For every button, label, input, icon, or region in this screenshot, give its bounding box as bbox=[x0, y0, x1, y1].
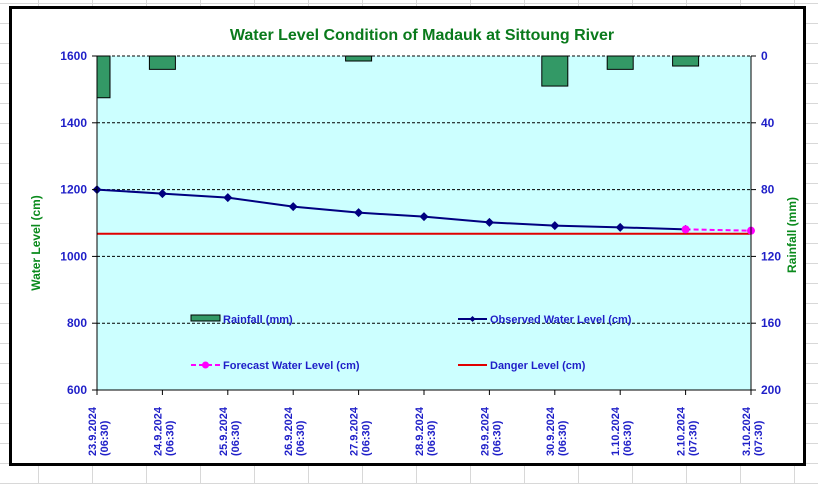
x-tick-date: 27.9.2024 bbox=[349, 406, 361, 456]
observed-point bbox=[550, 221, 560, 231]
x-tick-label: 2.10.2024 (07:30) bbox=[676, 406, 700, 456]
observed-water-level-line bbox=[96, 188, 686, 231]
x-tick-date: 24.9.2024 bbox=[152, 406, 164, 456]
x-tick-time: (06:30) bbox=[99, 420, 111, 456]
legend-item: Rainfall (mm) bbox=[190, 314, 293, 326]
forecast-water-level-line bbox=[685, 228, 752, 232]
y2-tick-label: 40 bbox=[761, 116, 775, 130]
rainfall-bar bbox=[96, 55, 111, 99]
x-tick-date: 2.10.2024 bbox=[676, 406, 688, 456]
x-tick-time: (06:30) bbox=[426, 420, 438, 456]
observed-point bbox=[615, 222, 625, 232]
x-tick-label: 25.9.2024 (06:30) bbox=[218, 406, 242, 456]
legend-marker-observed bbox=[469, 316, 476, 322]
y2-axis-title: Rainfall (mm) bbox=[785, 197, 799, 273]
chart-title: Water Level Condition of Madauk at Sitto… bbox=[230, 27, 614, 44]
x-tick-label: 24.9.2024 (06:30) bbox=[152, 406, 176, 456]
x-tick-time: (06:30) bbox=[164, 420, 176, 456]
x-tick-label: 30.9.2024 (06:30) bbox=[545, 406, 569, 456]
x-tick-time: (06:30) bbox=[557, 420, 569, 456]
y2-tick-label: 120 bbox=[761, 249, 781, 263]
y-tick-label: 1000 bbox=[60, 249, 87, 263]
x-tick-label: 3.10.2024 (07:30) bbox=[741, 406, 765, 456]
y2-tick-label: 200 bbox=[761, 383, 781, 397]
x-tick-time: (06:30) bbox=[361, 420, 373, 456]
observed-point bbox=[484, 217, 494, 227]
observed-point bbox=[223, 193, 233, 203]
x-tick-label: 23.9.2024 (06:30) bbox=[87, 406, 111, 456]
observed-point bbox=[157, 189, 167, 199]
x-tick-time: (07:30) bbox=[753, 420, 765, 456]
x-tick-date: 25.9.2024 bbox=[218, 406, 230, 456]
y-tick-label: 800 bbox=[67, 316, 87, 330]
x-tick-date: 30.9.2024 bbox=[545, 406, 557, 456]
plot-area bbox=[97, 56, 751, 390]
rainfall-bar bbox=[148, 55, 176, 70]
x-tick-time: (06:30) bbox=[295, 420, 307, 456]
rainfall-bar bbox=[606, 55, 634, 70]
x-tick-time: (06:30) bbox=[622, 420, 634, 456]
legend-label: Observed Water Level (cm) bbox=[490, 314, 632, 326]
x-tick-label: 28.9.2024 (06:30) bbox=[414, 406, 438, 456]
legend-label: Danger Level (cm) bbox=[490, 360, 586, 372]
x-tick-label: 29.9.2024 (06:30) bbox=[479, 406, 503, 456]
legend-label: Forecast Water Level (cm) bbox=[223, 360, 360, 372]
y2-tick-label: 80 bbox=[761, 183, 775, 197]
x-tick-time: (07:30) bbox=[688, 420, 700, 456]
y-tick-label: 600 bbox=[67, 383, 87, 397]
y2-tick-label: 160 bbox=[761, 316, 781, 330]
y-tick-label: 1400 bbox=[60, 116, 87, 130]
x-tick-time: (06:30) bbox=[491, 420, 503, 456]
x-tick-date: 26.9.2024 bbox=[283, 406, 295, 456]
x-tick-label: 1.10.2024 (06:30) bbox=[610, 406, 634, 456]
legend-item: Forecast Water Level (cm) bbox=[191, 360, 360, 372]
x-tick-time: (06:30) bbox=[230, 420, 242, 456]
legend-item: Danger Level (cm) bbox=[458, 360, 586, 372]
y-tick-label: 1200 bbox=[60, 183, 87, 197]
forecast-point bbox=[681, 225, 690, 234]
legend-marker-forecast bbox=[202, 361, 209, 369]
rainfall-bar bbox=[672, 55, 700, 67]
x-tick-date: 29.9.2024 bbox=[479, 406, 491, 456]
observed-point bbox=[419, 212, 429, 222]
rainfall-bar bbox=[345, 55, 373, 62]
x-tick-date: 1.10.2024 bbox=[610, 406, 622, 456]
y2-tick-label: 0 bbox=[761, 49, 768, 63]
legend-swatch-rainfall bbox=[190, 314, 221, 322]
observed-point bbox=[354, 208, 364, 218]
x-tick-date: 3.10.2024 bbox=[741, 406, 753, 456]
x-tick-date: 23.9.2024 bbox=[87, 406, 99, 456]
x-tick-label: 26.9.2024 (06:30) bbox=[283, 406, 307, 456]
rainfall-bar bbox=[541, 55, 569, 87]
observed-point bbox=[288, 202, 298, 212]
y-axis-title: Water Level (cm) bbox=[29, 195, 43, 291]
x-tick-label: 27.9.2024 (06:30) bbox=[349, 406, 373, 456]
y-tick-label: 1600 bbox=[60, 49, 87, 63]
x-tick-date: 28.9.2024 bbox=[414, 406, 426, 456]
legend-item: Observed Water Level (cm) bbox=[458, 314, 632, 326]
legend-label: Rainfall (mm) bbox=[223, 314, 293, 326]
